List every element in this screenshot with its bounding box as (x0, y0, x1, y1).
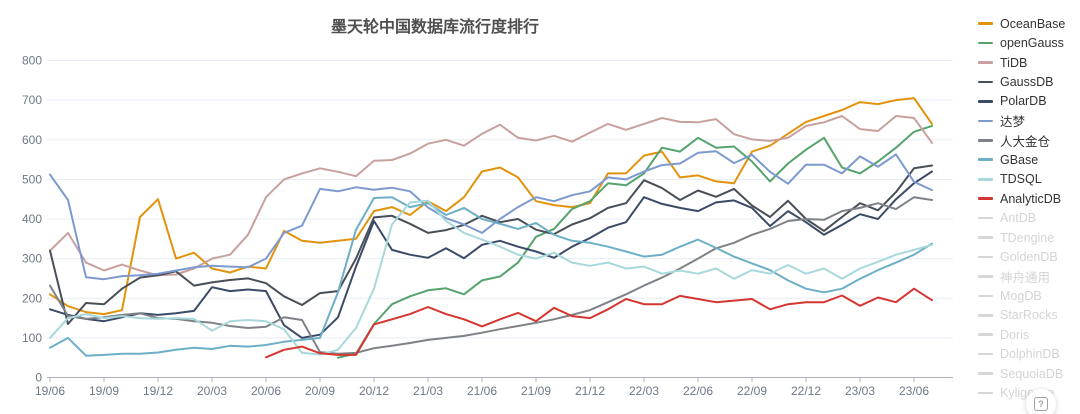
legend-label: 人大金仓 (1000, 134, 1051, 149)
legend-swatch (978, 216, 993, 220)
legend-item-Doris[interactable]: Doris (978, 325, 1078, 344)
x-axis-labels: 19/06 19/09 19/12 20/03 20/06 20/09 20/12 21/03… (35, 384, 929, 398)
legend-swatch (978, 391, 993, 395)
legend-swatch (978, 333, 993, 337)
legend-item-MogDB[interactable]: MogDB (978, 286, 1078, 305)
legend-item-AntDB[interactable]: AntDB (978, 208, 1078, 227)
legend-swatch (978, 275, 993, 278)
legend-label: TDengine (1000, 230, 1055, 245)
svg-text:700: 700 (22, 93, 42, 107)
svg-text:800: 800 (22, 54, 42, 68)
legend-swatch (978, 22, 993, 26)
legend-swatch (978, 294, 993, 298)
svg-text:20/06: 20/06 (251, 384, 281, 398)
legend-item-GaussDB[interactable]: GaussDB (978, 72, 1078, 91)
legend-label: StarRocks (1000, 308, 1058, 323)
svg-text:300: 300 (22, 252, 42, 266)
legend-swatch (978, 352, 993, 356)
legend-label: GaussDB (1000, 75, 1054, 90)
legend-swatch (978, 61, 993, 64)
svg-text:500: 500 (22, 172, 42, 186)
svg-text:20/03: 20/03 (197, 384, 227, 398)
line-chart: 0 100 200 300 400 500 600 700 800 19/06 19/09 19/12… (22, 54, 953, 398)
legend-item-AnalyticDB[interactable]: AnalyticDB (978, 189, 1078, 208)
legend-label: Doris (1000, 327, 1030, 342)
legend-item-GBase[interactable]: GBase (978, 150, 1078, 169)
legend: OceanBase openGauss TiDB GaussDB PolarDB 达梦人大… (978, 14, 1078, 403)
legend-item-达梦[interactable]: 达梦 (978, 111, 1078, 130)
svg-text:21/03: 21/03 (413, 384, 443, 398)
svg-text:20/09: 20/09 (305, 384, 335, 398)
legend-item-OceanBase[interactable]: OceanBase (978, 14, 1078, 33)
legend-item-PolarDB[interactable]: PolarDB (978, 92, 1078, 111)
legend-swatch (978, 119, 993, 123)
svg-text:23/03: 23/03 (845, 384, 875, 398)
legend-swatch (978, 139, 993, 142)
legend-item-神舟通用[interactable]: 神舟通用 (978, 267, 1078, 286)
legend-label: OceanBase (1000, 16, 1066, 31)
legend-label: SequoiaDB (1000, 366, 1064, 381)
legend-label: openGauss (1000, 36, 1064, 51)
svg-text:23/06: 23/06 (899, 384, 929, 398)
svg-text:19/12: 19/12 (143, 384, 173, 398)
legend-item-人大金仓[interactable]: 人大金仓 (978, 131, 1078, 150)
svg-text:21/06: 21/06 (467, 384, 497, 398)
legend-item-TDengine[interactable]: TDengine (978, 228, 1078, 247)
legend-swatch (978, 236, 993, 239)
legend-swatch (978, 100, 993, 103)
y-axis-labels: 0 100 200 300 400 500 600 700 800 (22, 54, 42, 385)
legend-item-StarRocks[interactable]: StarRocks (978, 306, 1078, 325)
svg-text:22/03: 22/03 (629, 384, 659, 398)
legend-swatch (978, 177, 993, 181)
legend-label: 神舟通用 (1000, 270, 1051, 285)
svg-text:600: 600 (22, 133, 42, 147)
svg-text:20/12: 20/12 (359, 384, 389, 398)
legend-item-openGauss[interactable]: openGauss (978, 33, 1078, 52)
legend-label: GBase (1000, 152, 1039, 167)
legend-label: TiDB (1000, 55, 1028, 70)
svg-text:19/06: 19/06 (35, 384, 65, 398)
chart-title: 墨天轮中国数据库流行度排行 (330, 19, 539, 36)
legend-label: TDSQL (1000, 172, 1042, 187)
legend-label: GoldenDB (1000, 249, 1058, 264)
legend-swatch (978, 372, 993, 375)
legend-swatch (978, 41, 993, 45)
svg-text:22/12: 22/12 (791, 384, 821, 398)
svg-text:400: 400 (22, 212, 42, 226)
help-button[interactable]: ? (1026, 389, 1056, 414)
svg-text:22/09: 22/09 (737, 384, 767, 398)
svg-text:22/06: 22/06 (683, 384, 713, 398)
series-lines (49, 97, 933, 359)
x-axis-ticks (49, 377, 915, 382)
legend-label: 达梦 (1000, 115, 1026, 130)
legend-label: MogDB (1000, 288, 1042, 303)
svg-text:21/09: 21/09 (521, 384, 551, 398)
svg-text:100: 100 (22, 331, 42, 345)
legend-swatch (978, 197, 993, 200)
legend-label: DolphinDB (1000, 347, 1060, 362)
legend-item-TDSQL[interactable]: TDSQL (978, 170, 1078, 189)
legend-swatch (978, 80, 993, 84)
legend-swatch (978, 313, 993, 317)
svg-text:0: 0 (35, 371, 42, 385)
legend-swatch (978, 158, 993, 162)
legend-item-GoldenDB[interactable]: GoldenDB (978, 247, 1078, 266)
legend-item-SequoiaDB[interactable]: SequoiaDB (978, 364, 1078, 383)
svg-text:19/09: 19/09 (89, 384, 119, 398)
legend-label: AntDB (1000, 211, 1037, 226)
legend-label: AnalyticDB (1000, 191, 1062, 206)
help-icon: ? (1034, 397, 1048, 411)
svg-text:200: 200 (22, 291, 42, 305)
legend-item-DolphinDB[interactable]: DolphinDB (978, 344, 1078, 363)
legend-label: PolarDB (1000, 94, 1047, 109)
legend-item-TiDB[interactable]: TiDB (978, 53, 1078, 72)
svg-text:21/12: 21/12 (575, 384, 605, 398)
legend-swatch (978, 255, 993, 259)
